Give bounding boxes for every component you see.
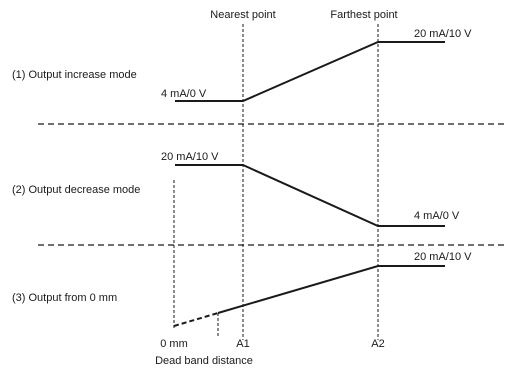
mode-2-low-output-label: 4 mA/0 V xyxy=(414,210,460,222)
mode-1-output-increase: (1) Output increase mode 4 mA/0 V 20 mA/… xyxy=(12,28,472,102)
a1-label: A1 xyxy=(236,338,249,350)
nearest-point-label: Nearest point xyxy=(210,9,275,21)
mode-1-high-output-label: 20 mA/10 V xyxy=(414,28,472,40)
mode-3-dead-band-segment xyxy=(173,312,219,327)
zero-mm-label: 0 mm xyxy=(160,338,188,350)
mode-1-low-output-label: 4 mA/0 V xyxy=(161,88,207,100)
mode-3-output-curve xyxy=(217,265,445,314)
mode-2-output-decrease: (2) Output decrease mode 20 mA/10 V 4 mA… xyxy=(12,151,460,227)
mode-2-output-curve xyxy=(175,164,445,227)
farthest-point-label: Farthest point xyxy=(330,9,397,21)
a2-label: A2 xyxy=(371,338,384,350)
dead-band-distance-label: Dead band distance xyxy=(155,355,253,367)
mode-3-output-from-zero: (3) Output from 0 mm 20 mA/10 V xyxy=(12,251,472,336)
mode-1-label: (1) Output increase mode xyxy=(12,69,137,81)
mode-3-high-output-label: 20 mA/10 V xyxy=(414,251,472,263)
mode-2-high-output-label: 20 mA/10 V xyxy=(161,151,219,163)
mode-1-output-curve xyxy=(175,41,445,102)
mode-3-label: (3) Output from 0 mm xyxy=(12,292,117,304)
mode-2-label: (2) Output decrease mode xyxy=(12,184,140,196)
